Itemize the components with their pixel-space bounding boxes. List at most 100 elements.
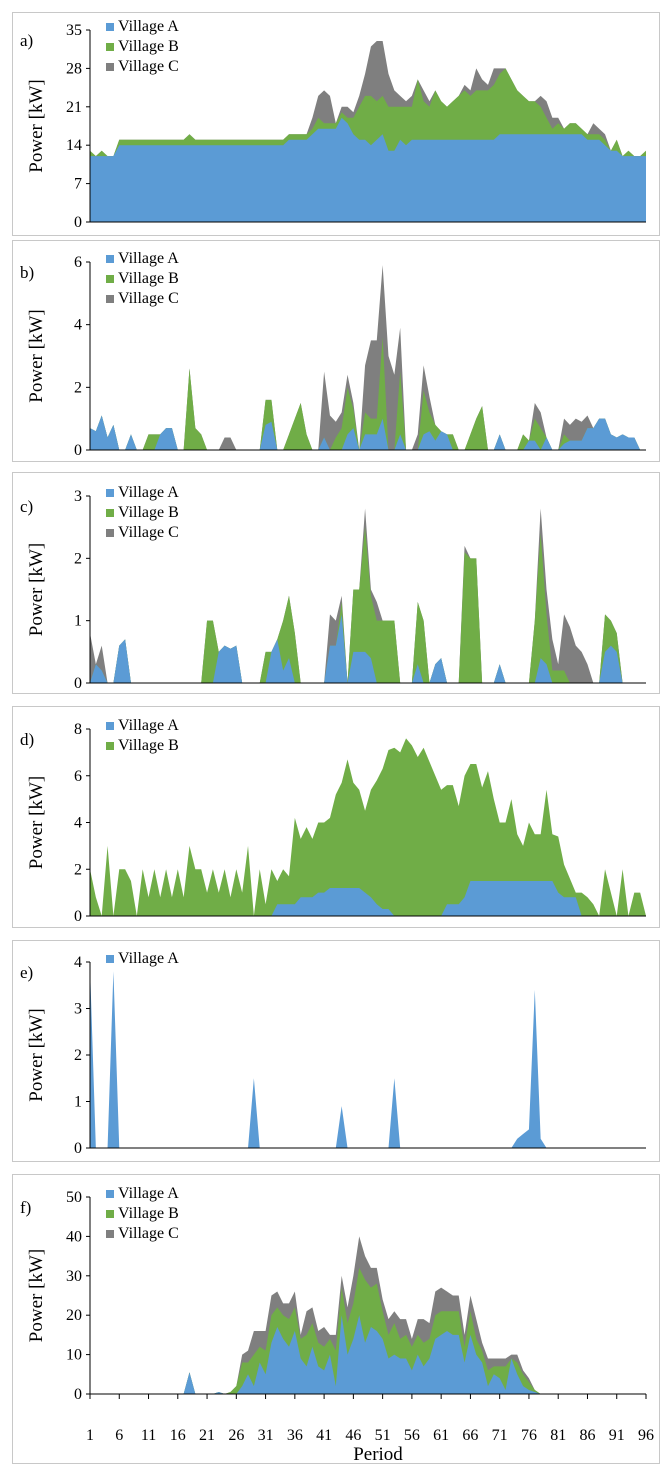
y-tick-label-6: 50 bbox=[66, 1189, 82, 1206]
x-tick-label: 76 bbox=[521, 1427, 537, 1444]
y-tick-label-1: 7 bbox=[74, 176, 82, 193]
y-tick-label-4: 0 bbox=[74, 908, 82, 925]
panel-a-frame bbox=[12, 12, 660, 236]
y-tick-label-3: 0 bbox=[74, 675, 82, 692]
panel-e-frame bbox=[12, 940, 660, 1162]
legend-label-3: Village B bbox=[118, 504, 179, 521]
legend-label-2: Village A bbox=[118, 250, 179, 267]
legend-swatch-1 bbox=[106, 23, 114, 31]
x-tick-label: 46 bbox=[345, 1427, 361, 1444]
area-series-2-1 bbox=[90, 415, 646, 450]
legend-swatch-4 bbox=[106, 742, 114, 750]
legend-swatch-3 bbox=[106, 529, 114, 537]
area-series-6-2 bbox=[90, 1267, 646, 1394]
area-series-1-1 bbox=[90, 117, 646, 222]
x-tick-label: 86 bbox=[579, 1427, 595, 1444]
panel-b-frame bbox=[12, 240, 660, 462]
x-tick-label: 96 bbox=[638, 1427, 654, 1444]
x-tick-label: 61 bbox=[433, 1427, 449, 1444]
x-tick-label: 11 bbox=[141, 1427, 156, 1444]
y-axis-label-4: Power [kW] bbox=[26, 776, 47, 869]
legend-label-6: Village C bbox=[118, 1225, 179, 1242]
y-axis-label-2: Power [kW] bbox=[26, 309, 47, 402]
legend-swatch-1 bbox=[106, 43, 114, 51]
area-series-6-1 bbox=[90, 1315, 646, 1394]
legend-label-3: Village C bbox=[118, 524, 179, 541]
y-tick-label-3: 1 bbox=[74, 613, 82, 630]
x-tick-label: 71 bbox=[492, 1427, 508, 1444]
y-tick-label-1: 0 bbox=[74, 214, 82, 231]
legend-swatch-3 bbox=[106, 509, 114, 517]
area-series-3-1 bbox=[90, 614, 646, 683]
legend-label-6: Village A bbox=[118, 1185, 179, 1202]
legend-label-6: Village B bbox=[118, 1205, 179, 1222]
legend-swatch-2 bbox=[106, 255, 114, 263]
x-tick-label: 81 bbox=[550, 1427, 566, 1444]
y-axis-label-1: Power [kW] bbox=[26, 79, 47, 172]
y-tick-label-5: 3 bbox=[74, 1001, 82, 1018]
x-tick-label: 56 bbox=[404, 1427, 420, 1444]
legend-label-4: Village B bbox=[118, 737, 179, 754]
panel-label-6: f) bbox=[20, 1198, 31, 1217]
y-tick-label-4: 6 bbox=[74, 768, 82, 785]
y-axis-label-6: Power [kW] bbox=[26, 1249, 47, 1342]
y-tick-label-1: 28 bbox=[66, 60, 82, 77]
legend-swatch-6 bbox=[106, 1210, 114, 1218]
x-tick-label: 66 bbox=[462, 1427, 478, 1444]
y-tick-label-1: 35 bbox=[66, 22, 82, 39]
y-axis-label-5: Power [kW] bbox=[26, 1008, 47, 1101]
x-axis-label: Period bbox=[353, 1444, 403, 1464]
y-tick-label-2: 4 bbox=[74, 317, 82, 334]
area-series-5-1 bbox=[90, 966, 646, 1148]
legend-label-1: Village B bbox=[118, 38, 179, 55]
legend-swatch-6 bbox=[106, 1230, 114, 1238]
y-tick-label-6: 20 bbox=[66, 1307, 82, 1324]
legend-label-1: Village A bbox=[118, 18, 179, 35]
area-series-3-2 bbox=[90, 527, 646, 683]
legend-label-4: Village A bbox=[118, 717, 179, 734]
y-tick-label-6: 0 bbox=[74, 1386, 82, 1403]
panel-label-1: a) bbox=[20, 31, 33, 50]
legend-swatch-3 bbox=[106, 489, 114, 497]
y-tick-label-5: 1 bbox=[74, 1094, 82, 1111]
legend-swatch-4 bbox=[106, 722, 114, 730]
legend-swatch-2 bbox=[106, 275, 114, 283]
y-tick-label-4: 8 bbox=[74, 721, 82, 738]
y-tick-label-3: 3 bbox=[74, 488, 82, 505]
y-tick-label-3: 2 bbox=[74, 550, 82, 567]
legend-swatch-6 bbox=[106, 1190, 114, 1198]
y-tick-label-1: 21 bbox=[66, 99, 82, 116]
panel-c-frame bbox=[12, 472, 660, 694]
x-tick-label: 16 bbox=[170, 1427, 186, 1444]
x-tick-label: 21 bbox=[199, 1427, 215, 1444]
x-tick-label: 31 bbox=[258, 1427, 274, 1444]
x-tick-label: 26 bbox=[228, 1427, 244, 1444]
x-tick-label: 51 bbox=[375, 1427, 391, 1444]
legend-swatch-1 bbox=[106, 63, 114, 71]
y-axis-label-3: Power [kW] bbox=[26, 543, 47, 636]
legend-label-5: Village A bbox=[118, 950, 179, 967]
y-tick-label-2: 6 bbox=[74, 254, 82, 271]
x-tick-label: 41 bbox=[316, 1427, 332, 1444]
legend-label-3: Village A bbox=[118, 484, 179, 501]
y-tick-label-4: 4 bbox=[74, 815, 82, 832]
area-series-2-3 bbox=[90, 265, 646, 450]
y-tick-label-2: 2 bbox=[74, 379, 82, 396]
legend-label-1: Village C bbox=[118, 58, 179, 75]
area-series-4-1 bbox=[90, 880, 646, 916]
panel-label-5: e) bbox=[20, 963, 33, 982]
legend-swatch-2 bbox=[106, 295, 114, 303]
area-series-4-2 bbox=[90, 738, 646, 916]
y-tick-label-5: 4 bbox=[74, 954, 82, 971]
legend-label-2: Village C bbox=[118, 290, 179, 307]
panel-label-3: c) bbox=[20, 497, 33, 516]
y-tick-label-5: 2 bbox=[74, 1047, 82, 1064]
x-tick-label: 36 bbox=[287, 1427, 303, 1444]
panel-label-4: d) bbox=[20, 730, 34, 749]
panel-d-frame bbox=[12, 706, 660, 928]
y-tick-label-1: 14 bbox=[66, 137, 82, 154]
y-tick-label-6: 30 bbox=[66, 1268, 82, 1285]
y-tick-label-6: 10 bbox=[66, 1347, 82, 1364]
y-tick-label-2: 0 bbox=[74, 442, 82, 459]
